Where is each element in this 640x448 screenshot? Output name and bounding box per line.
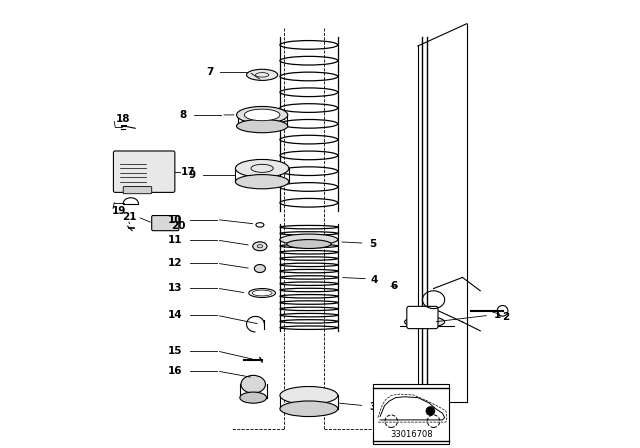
Ellipse shape [287,240,331,249]
Text: 10: 10 [168,215,182,224]
Text: 13: 13 [168,283,182,293]
Text: 14: 14 [167,310,182,320]
Ellipse shape [236,175,289,189]
Ellipse shape [253,242,267,251]
Text: 16: 16 [168,366,182,376]
Text: 20: 20 [171,221,186,231]
FancyBboxPatch shape [152,215,179,231]
FancyBboxPatch shape [407,306,438,329]
FancyBboxPatch shape [373,384,449,444]
Text: 17: 17 [181,167,196,177]
Text: 9: 9 [188,170,195,180]
Ellipse shape [404,316,445,327]
Ellipse shape [240,392,267,403]
Circle shape [426,406,435,415]
Text: 15: 15 [168,346,182,356]
Text: 6: 6 [390,281,397,291]
Text: 18: 18 [116,114,131,125]
Text: 11: 11 [168,235,182,245]
Text: 3: 3 [369,401,376,412]
Ellipse shape [246,69,278,80]
Text: 33016708: 33016708 [390,430,433,439]
Text: 5: 5 [369,239,376,249]
Ellipse shape [280,234,338,245]
Text: 1: 1 [493,310,501,320]
Text: 7: 7 [206,67,213,77]
Text: 12: 12 [168,258,182,268]
Ellipse shape [236,159,289,177]
Text: 2: 2 [502,313,510,323]
Text: 21: 21 [122,212,136,222]
Ellipse shape [237,119,288,133]
Text: 4: 4 [371,275,378,284]
FancyBboxPatch shape [113,151,175,192]
Ellipse shape [254,264,266,272]
Ellipse shape [244,109,280,121]
Ellipse shape [280,401,338,417]
Text: 19: 19 [111,206,126,215]
Ellipse shape [280,387,338,404]
Text: 8: 8 [179,110,186,120]
Ellipse shape [241,375,266,393]
Ellipse shape [237,107,288,123]
FancyBboxPatch shape [124,187,152,194]
